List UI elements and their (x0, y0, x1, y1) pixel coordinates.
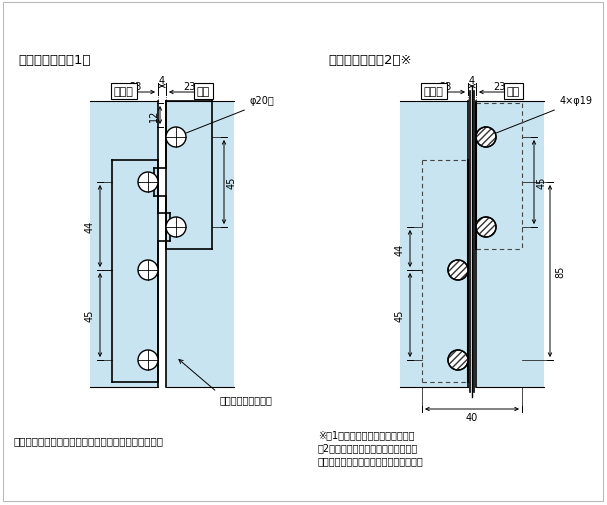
Text: 45: 45 (537, 176, 547, 189)
Text: 扇側: 扇側 (197, 87, 210, 97)
Text: 4: 4 (159, 76, 165, 86)
Text: 4×φ19: 4×φ19 (560, 96, 593, 106)
Text: 40: 40 (466, 412, 478, 422)
Text: 固定側: 固定側 (114, 87, 134, 97)
Circle shape (138, 350, 158, 370)
Bar (400, 102, 468, 387)
Text: 23: 23 (493, 82, 505, 92)
Circle shape (448, 261, 468, 280)
Text: 44: 44 (395, 243, 405, 255)
Circle shape (476, 218, 496, 237)
Bar (90, 102, 158, 387)
Text: 44: 44 (85, 221, 95, 233)
Text: 85: 85 (555, 265, 565, 278)
Text: 12: 12 (149, 110, 159, 122)
Text: 23: 23 (129, 82, 141, 92)
Circle shape (138, 261, 158, 280)
Bar (476, 102, 544, 387)
Text: 扇側: 扇側 (507, 87, 520, 97)
Text: 本図は左用を示しています。右用は対称となります。: 本図は左用を示しています。右用は対称となります。 (14, 435, 164, 445)
Text: 《ガラス加工図2》※: 《ガラス加工図2》※ (328, 54, 412, 66)
Text: 45: 45 (395, 309, 405, 322)
Text: 45: 45 (85, 309, 95, 322)
Circle shape (448, 350, 468, 370)
Text: 図2のように少なくとも斜線の部分が: 図2のように少なくとも斜線の部分が (318, 442, 418, 452)
Circle shape (166, 128, 186, 147)
Circle shape (476, 128, 496, 147)
Text: 23: 23 (183, 82, 195, 92)
Circle shape (166, 218, 186, 237)
Bar (166, 102, 234, 387)
Text: 固定側: 固定側 (424, 87, 444, 97)
Text: 4: 4 (469, 76, 475, 86)
Circle shape (138, 173, 158, 192)
Text: 破線は金物の輪郭線: 破線は金物の輪郭線 (220, 394, 273, 404)
Text: φ20穴: φ20穴 (250, 96, 275, 106)
Text: 通り抜けられる穴加工をしてください。: 通り抜けられる穴加工をしてください。 (318, 455, 424, 465)
Text: 《ガラス加工図1》: 《ガラス加工図1》 (18, 54, 90, 66)
Text: ※図1のガラス加工が困難な場合、: ※図1のガラス加工が困難な場合、 (318, 429, 415, 439)
Text: 45: 45 (227, 176, 237, 189)
Text: 23: 23 (439, 82, 451, 92)
